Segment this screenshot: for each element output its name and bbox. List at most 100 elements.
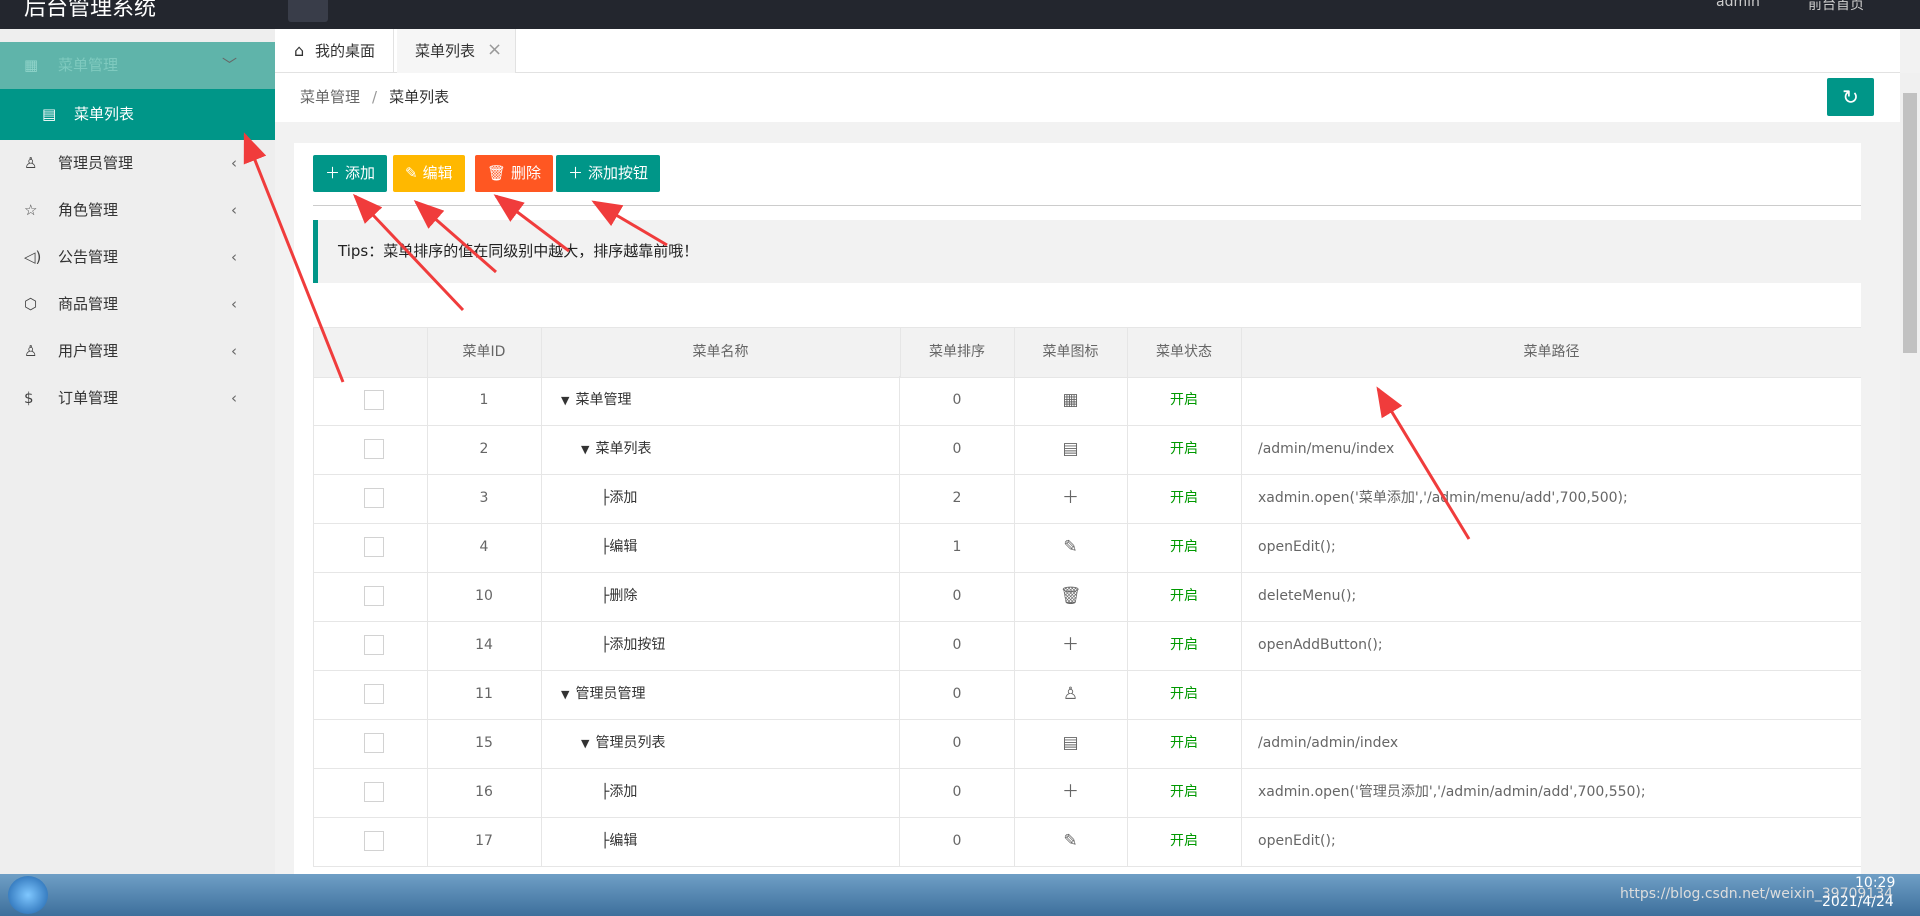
- sidebar-item[interactable]: ⬡ 商品管理 ‹: [0, 281, 275, 328]
- id-cell: 17: [427, 817, 542, 866]
- checkbox[interactable]: [364, 439, 384, 459]
- checkbox[interactable]: [364, 390, 384, 410]
- sort-cell: 0: [900, 376, 1015, 425]
- tips: Tips：菜单排序的值在同级别中越大，排序越靠前哦！: [313, 220, 1861, 283]
- button-icon: ＋: [325, 164, 341, 182]
- user-menu[interactable]: admin: [1716, 0, 1760, 10]
- clock-date: 2021/4/24: [1822, 894, 1894, 910]
- table-row: 4 ├编辑 1 ✎ 开启 openEdit();: [313, 523, 1861, 573]
- button-icon: ＋: [568, 164, 584, 182]
- toolbar-button[interactable]: 🗑 删除: [475, 155, 554, 192]
- taskbar: https://blog.csdn.net/weixin_39709134 10…: [0, 874, 1920, 916]
- path-cell: openEdit();: [1258, 833, 1336, 849]
- breadcrumb: 菜单管理 / 菜单列表 ↻: [275, 73, 1900, 122]
- chevron: ‹: [231, 389, 237, 407]
- crumb: 菜单列表: [389, 88, 450, 106]
- home-link[interactable]: 前台首页: [1808, 0, 1864, 13]
- toolbar-button[interactable]: ＋添加: [313, 155, 388, 192]
- sidebar-item[interactable]: ♙ 用户管理 ‹: [0, 328, 275, 375]
- toolbar-button[interactable]: ＋添加按钮: [556, 155, 661, 192]
- sidebar-icon: ◁): [24, 248, 42, 266]
- button-label: 添加: [345, 164, 376, 182]
- path-cell: openEdit();: [1258, 539, 1336, 555]
- button-label: 编辑: [422, 164, 453, 182]
- table-row: 1 ▼ 菜单管理 0 ▦ 开启: [313, 376, 1861, 426]
- id-cell: 14: [427, 621, 542, 670]
- start-button[interactable]: [8, 876, 48, 914]
- tab-close[interactable]: ×: [487, 39, 503, 60]
- sort-cell: 0: [900, 817, 1015, 866]
- tab[interactable]: 菜单列表: [397, 29, 517, 73]
- status-cell: 开启: [1127, 572, 1242, 621]
- tree-toggle[interactable]: ▼: [581, 443, 590, 456]
- status-cell: 开启: [1127, 425, 1242, 474]
- checkbox[interactable]: [364, 586, 384, 606]
- checkbox[interactable]: [364, 782, 384, 802]
- top-bar: 后台管理系统 admin 前台首页: [0, 0, 1920, 29]
- toolbar-button[interactable]: ✎ 编辑: [393, 155, 465, 192]
- sort-cell: 0: [900, 768, 1015, 817]
- tab[interactable]: 我的桌面: [275, 29, 395, 73]
- sidebar-subitem[interactable]: ▤ 菜单列表: [0, 89, 275, 140]
- sidebar-item[interactable]: ♙ 管理员管理 ‹: [0, 140, 275, 187]
- icon-cell: ＋: [1014, 768, 1128, 817]
- checkbox[interactable]: [364, 831, 384, 851]
- tab-label: 菜单列表: [415, 42, 476, 60]
- sidebar-item[interactable]: ▦ 菜单管理 ﹀: [0, 42, 275, 89]
- menu-name: ├添加按钮: [601, 637, 666, 653]
- clock-time: 10:29: [1855, 875, 1896, 891]
- menu-toggle[interactable]: [288, 0, 328, 22]
- sidebar-label: 角色管理: [58, 201, 119, 219]
- sidebar-label: 公告管理: [58, 248, 119, 266]
- tree-toggle[interactable]: ▼: [561, 688, 570, 701]
- id-cell: 15: [427, 719, 542, 768]
- sidebar-label: 用户管理: [58, 342, 119, 360]
- button-label: 删除: [511, 164, 542, 182]
- sidebar-item[interactable]: ◁) 公告管理 ‹: [0, 234, 275, 281]
- id-cell: 16: [427, 768, 542, 817]
- header-cell: [314, 328, 428, 377]
- status-cell: 开启: [1127, 621, 1242, 670]
- menu-name: 管理员列表: [595, 735, 666, 751]
- sidebar-label: 订单管理: [58, 389, 119, 407]
- checkbox[interactable]: [364, 684, 384, 704]
- name-cell: ├编辑: [541, 523, 900, 572]
- id-cell: 10: [427, 572, 542, 621]
- table-row: 16 ├添加 0 ＋开启 xadmin.open('管理员添加','/admin/adm…: [313, 768, 1861, 818]
- menu-name: ├编辑: [601, 539, 638, 555]
- name-cell: ├编辑: [541, 817, 900, 866]
- checkbox-cell: [314, 719, 428, 768]
- scroll-thumb[interactable]: [1903, 93, 1917, 353]
- sidebar-icon: ⬡: [24, 295, 38, 313]
- name-cell: ▼ 管理员管理: [541, 670, 900, 719]
- id-cell: 3: [427, 474, 542, 523]
- icon-cell: ✎: [1014, 817, 1128, 866]
- sidebar-item[interactable]: $ 订单管理 ‹: [0, 375, 275, 422]
- sidebar-label: 菜单列表: [74, 105, 135, 123]
- chevron: ‹: [231, 342, 237, 360]
- menu-name: 管理员管理: [575, 686, 646, 702]
- tree-toggle[interactable]: ▼: [581, 737, 590, 750]
- tree-toggle[interactable]: ▼: [561, 394, 570, 407]
- sidebar-item[interactable]: ☆ 角色管理 ‹: [0, 187, 275, 234]
- checkbox-cell: [314, 474, 428, 523]
- checkbox[interactable]: [364, 733, 384, 753]
- checkbox[interactable]: [364, 488, 384, 508]
- menu-name: ├添加: [601, 784, 638, 800]
- checkbox[interactable]: [364, 635, 384, 655]
- table-header: 菜单ID 菜单名称 菜单排序 菜单图标 菜单状态 菜单路径: [313, 327, 1861, 378]
- button-label: 添加按钮: [588, 164, 649, 182]
- chevron: ﹀: [221, 56, 237, 74]
- button-icon: ✎: [405, 164, 418, 182]
- crumb[interactable]: 菜单管理: [300, 88, 361, 106]
- checkbox-cell: [314, 768, 428, 817]
- sort-cell: 0: [900, 670, 1015, 719]
- checkbox[interactable]: [364, 537, 384, 557]
- checkbox-cell: [314, 523, 428, 572]
- watermark: https://blog.csdn.net/weixin_39709134: [1620, 886, 1894, 902]
- refresh-button[interactable]: ↻: [1827, 78, 1874, 116]
- name-cell: ▼ 菜单列表: [541, 425, 900, 474]
- menu-name: ├编辑: [601, 833, 638, 849]
